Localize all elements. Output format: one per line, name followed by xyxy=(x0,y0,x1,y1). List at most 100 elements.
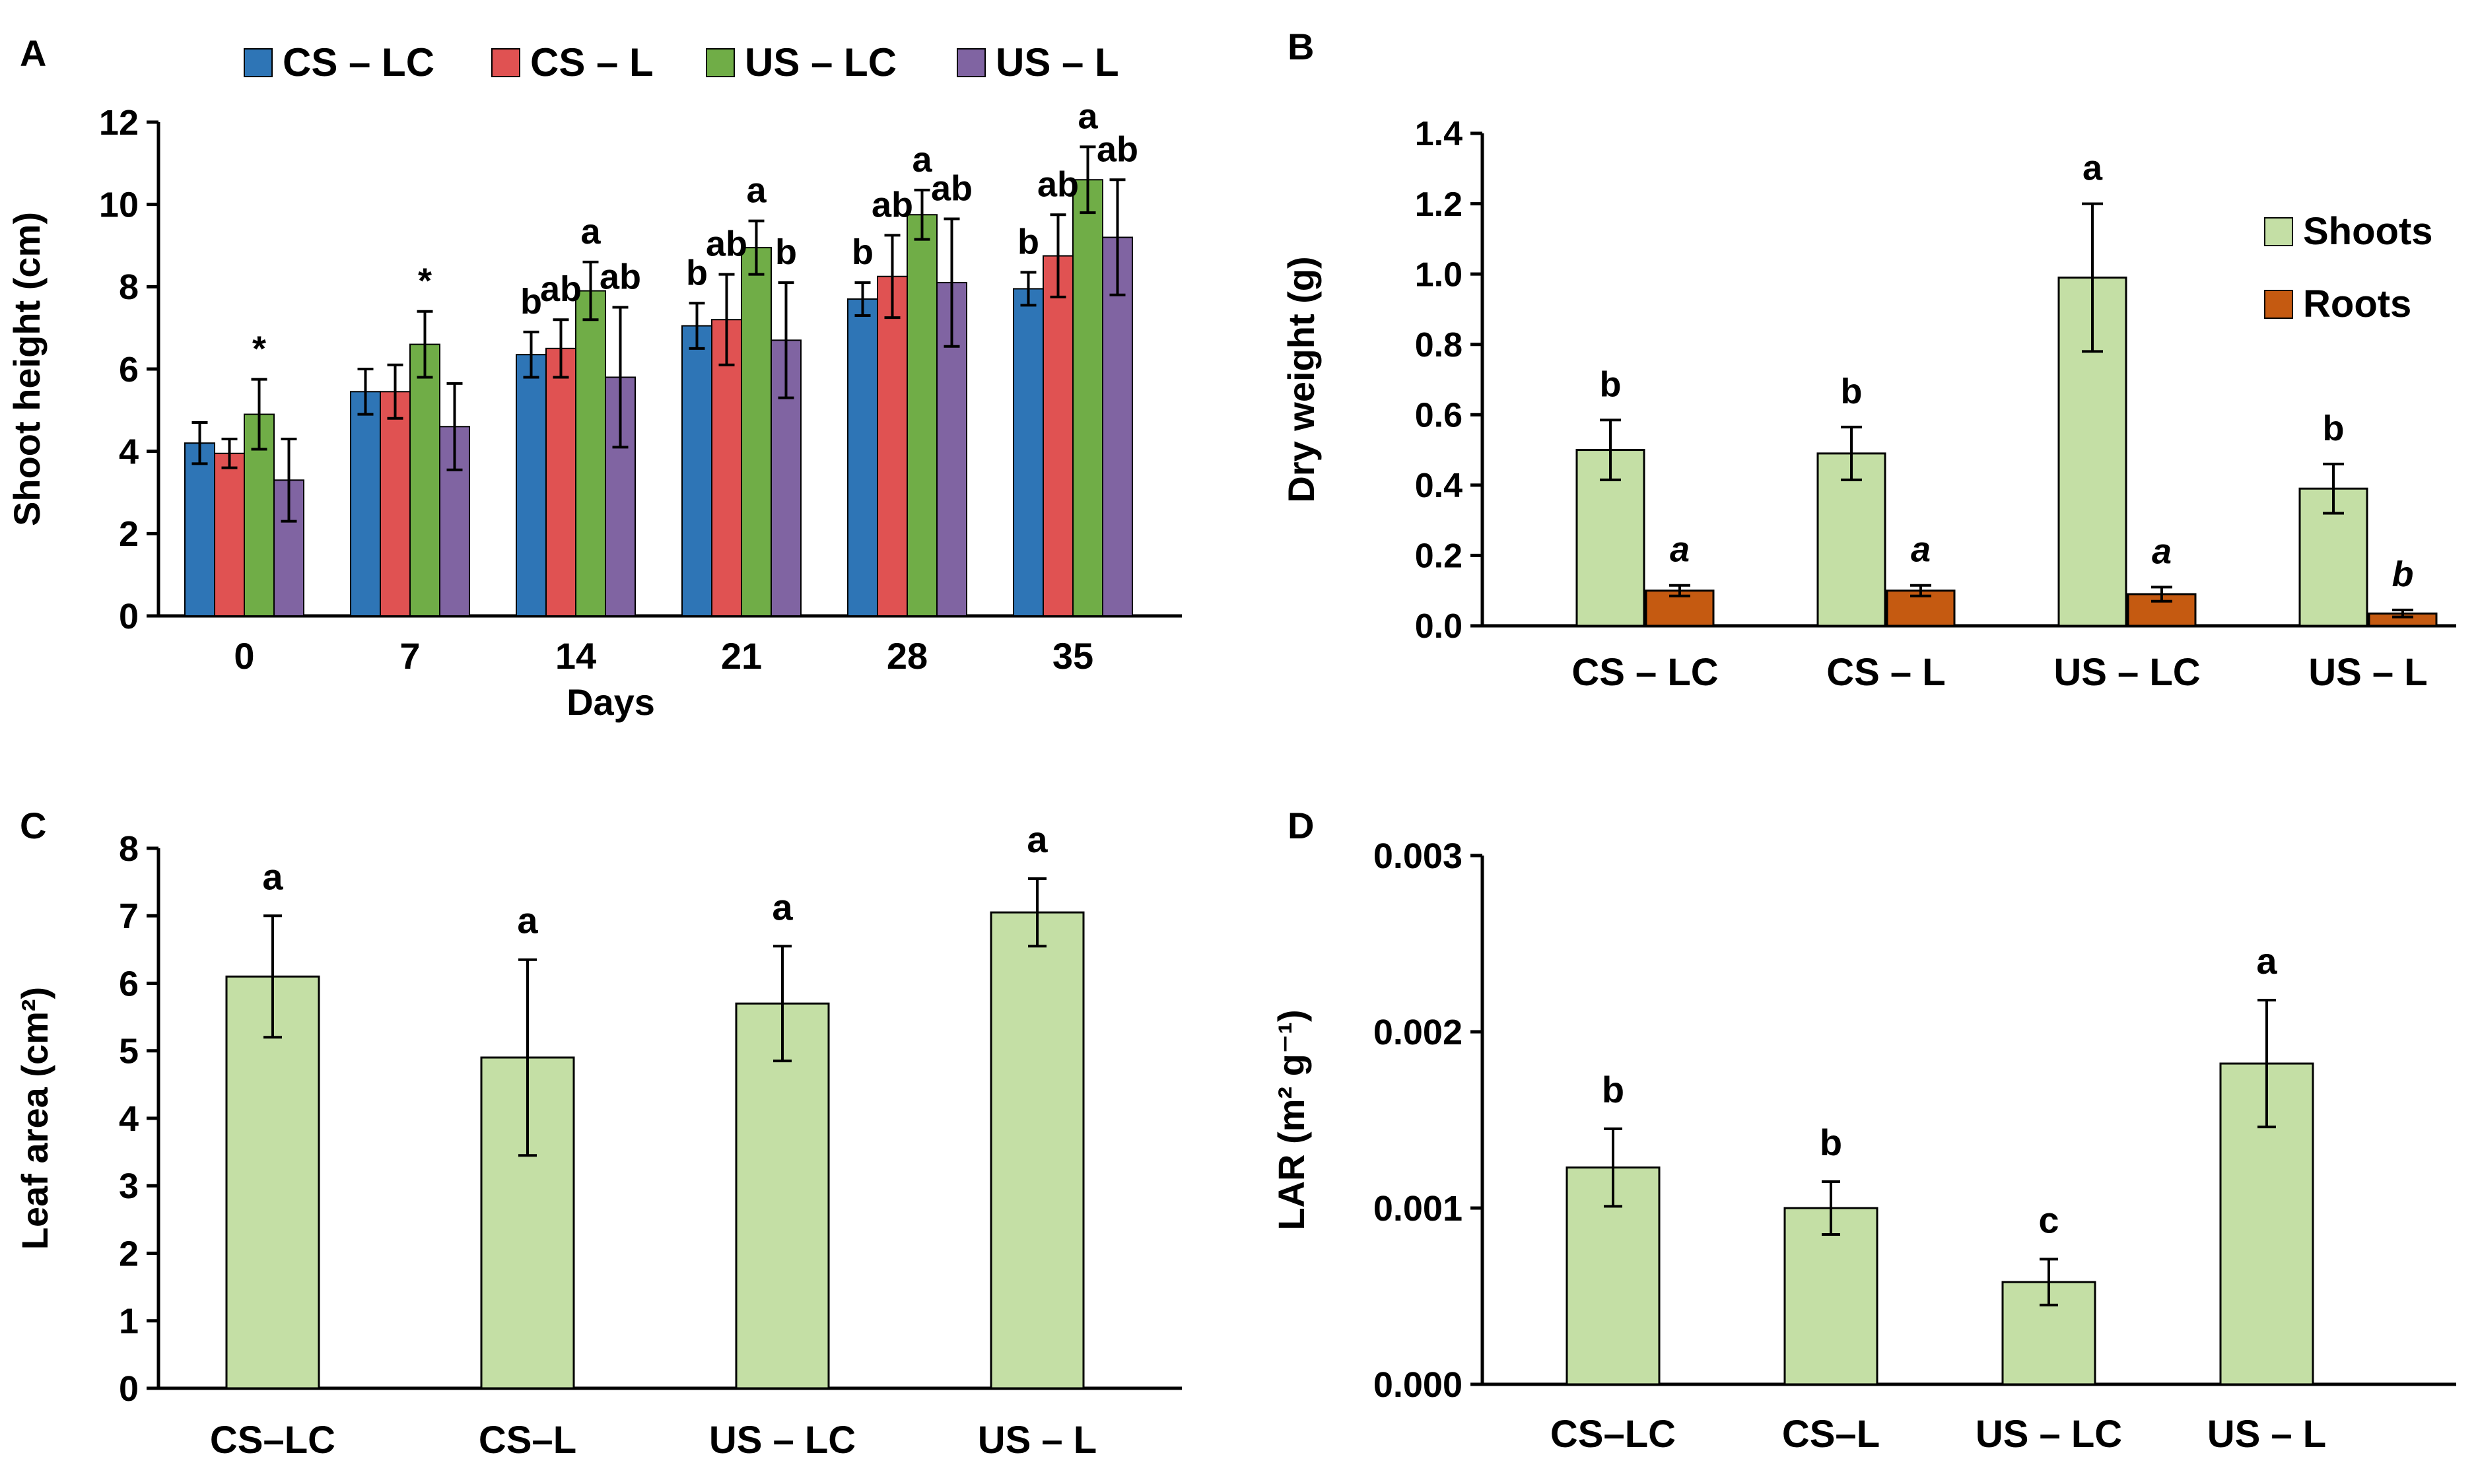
y-axis-title: LAR (m² g⁻¹) xyxy=(1270,1009,1312,1230)
legend-label: US – L xyxy=(996,40,1119,84)
bar-leaf-area-2 xyxy=(735,1002,830,1390)
y-tick-label: 1.2 xyxy=(1415,186,1463,224)
significance-label: a xyxy=(2082,149,2103,188)
y-tick-label: 8 xyxy=(119,267,139,307)
y-tick-label: 2 xyxy=(119,514,139,554)
bar-uslc-day28 xyxy=(907,214,938,617)
significance-label: a xyxy=(1027,819,1048,860)
bar-cslc-day0 xyxy=(184,442,215,617)
y-axis-title: Leaf area (cm²) xyxy=(14,987,55,1250)
bar-leaf-area-3 xyxy=(990,911,1085,1390)
legend-label: CS – LC xyxy=(283,40,434,84)
significance-label: b xyxy=(2392,555,2414,594)
significance-label: a xyxy=(262,856,283,897)
y-tick-label: 1.0 xyxy=(1415,255,1463,294)
y-tick-label: 3 xyxy=(119,1166,139,1206)
y-tick-label: 4 xyxy=(119,1099,139,1139)
x-tick-label: 28 xyxy=(887,635,928,677)
x-tick-label: CS–L xyxy=(479,1419,576,1462)
bar-lar-3 xyxy=(2219,1062,2314,1386)
y-tick-label: 6 xyxy=(119,350,139,389)
x-tick-label: 0 xyxy=(234,635,254,677)
y-axis-title: Shoot height (cm) xyxy=(6,212,48,526)
significance-label: ab xyxy=(540,269,582,309)
significance-label: ab xyxy=(706,224,747,264)
significance-label: * xyxy=(418,261,432,301)
significance-label: b xyxy=(1820,1122,1842,1163)
legend-swatch xyxy=(957,48,986,77)
significance-label: b xyxy=(520,282,542,321)
legend-label: CS – L xyxy=(530,40,654,84)
y-tick-label: 0.001 xyxy=(1373,1189,1463,1229)
significance-label: a xyxy=(912,140,932,180)
bar-csl-day28 xyxy=(877,275,908,617)
bar-uslc-day21 xyxy=(741,247,772,617)
y-tick-label: 2 xyxy=(119,1234,139,1273)
x-tick-label: US – L xyxy=(2207,1413,2327,1456)
significance-label: b xyxy=(852,232,874,272)
x-axis-title: Days xyxy=(567,681,655,723)
bar-csl-day35 xyxy=(1043,255,1074,617)
y-tick-label: 1.4 xyxy=(1415,115,1463,153)
legend-swatch xyxy=(2264,290,2293,319)
y-tick-label: 7 xyxy=(119,896,139,936)
legend-label: Shoots xyxy=(2303,210,2433,253)
significance-label: b xyxy=(1841,372,1863,411)
legend-swatch xyxy=(706,48,735,77)
bar-cslc-day28 xyxy=(847,298,878,617)
legend-label: Roots xyxy=(2303,283,2411,325)
significance-label: b xyxy=(686,253,708,292)
x-tick-label: US – LC xyxy=(1976,1413,2122,1456)
bar-usl-day35 xyxy=(1102,236,1133,617)
significance-label: a xyxy=(1911,530,1931,570)
y-tick-label: 10 xyxy=(99,186,139,225)
bar-csl-day0 xyxy=(214,452,245,617)
x-tick-label: CS–L xyxy=(1782,1413,1880,1456)
x-tick-label: 35 xyxy=(1052,635,1093,677)
bar-cslc-day35 xyxy=(1013,288,1044,617)
bar-uslc-day7 xyxy=(409,343,440,617)
significance-label: a xyxy=(1078,96,1098,136)
y-tick-label: 0.000 xyxy=(1373,1365,1463,1405)
significance-label: c xyxy=(2038,1199,2059,1240)
bar-csl-day7 xyxy=(380,391,411,617)
y-tick-label: 5 xyxy=(119,1032,139,1071)
x-tick-label: 7 xyxy=(399,635,420,677)
y-tick-label: 0.003 xyxy=(1373,836,1463,876)
y-tick-label: 0.002 xyxy=(1373,1013,1463,1052)
y-tick-label: 0.4 xyxy=(1415,467,1463,505)
legend-label: US – LC xyxy=(745,40,897,84)
significance-label: a xyxy=(746,171,767,211)
significance-label: * xyxy=(252,329,266,369)
significance-label: a xyxy=(2256,940,2277,982)
panel-c-letter: C xyxy=(20,805,46,846)
x-tick-label: CS–LC xyxy=(1550,1413,1676,1456)
y-tick-label: 0.8 xyxy=(1415,326,1463,364)
panel-c-leaf-area: C 0 1 2 3 4 5 6 7 8 Leaf area (cm²) a CS–LC a CS–L a US… xyxy=(14,805,1182,1462)
y-tick-label: 1 xyxy=(119,1302,139,1341)
y-tick-label: 0 xyxy=(119,1369,139,1409)
significance-label: ab xyxy=(931,168,973,208)
significance-label: b xyxy=(1600,364,1622,404)
panel-d-letter: D xyxy=(1288,805,1314,846)
x-tick-label: US – LC xyxy=(2053,651,2200,694)
bar-uslc-day35 xyxy=(1072,179,1103,617)
significance-label: a xyxy=(580,212,601,252)
bar-shoots-1 xyxy=(1816,452,1886,627)
bar-csl-day14 xyxy=(545,347,576,617)
significance-label: a xyxy=(772,886,793,928)
y-tick-label: 12 xyxy=(99,103,139,143)
x-tick-label: CS – L xyxy=(1826,651,1946,694)
x-tick-label: CS – LC xyxy=(1571,651,1718,694)
bar-lar-1 xyxy=(1783,1207,1878,1386)
x-tick-label: US – L xyxy=(2308,651,2428,694)
y-tick-label: 0.2 xyxy=(1415,537,1463,576)
x-tick-label: CS–LC xyxy=(210,1419,335,1462)
significance-label: b xyxy=(1017,222,1039,262)
significance-label: b xyxy=(1602,1069,1624,1110)
significance-label: ab xyxy=(600,257,641,297)
x-tick-label: 14 xyxy=(555,635,596,677)
significance-label: b xyxy=(2323,409,2345,448)
y-axis-title: Dry weight (g) xyxy=(1280,256,1322,502)
